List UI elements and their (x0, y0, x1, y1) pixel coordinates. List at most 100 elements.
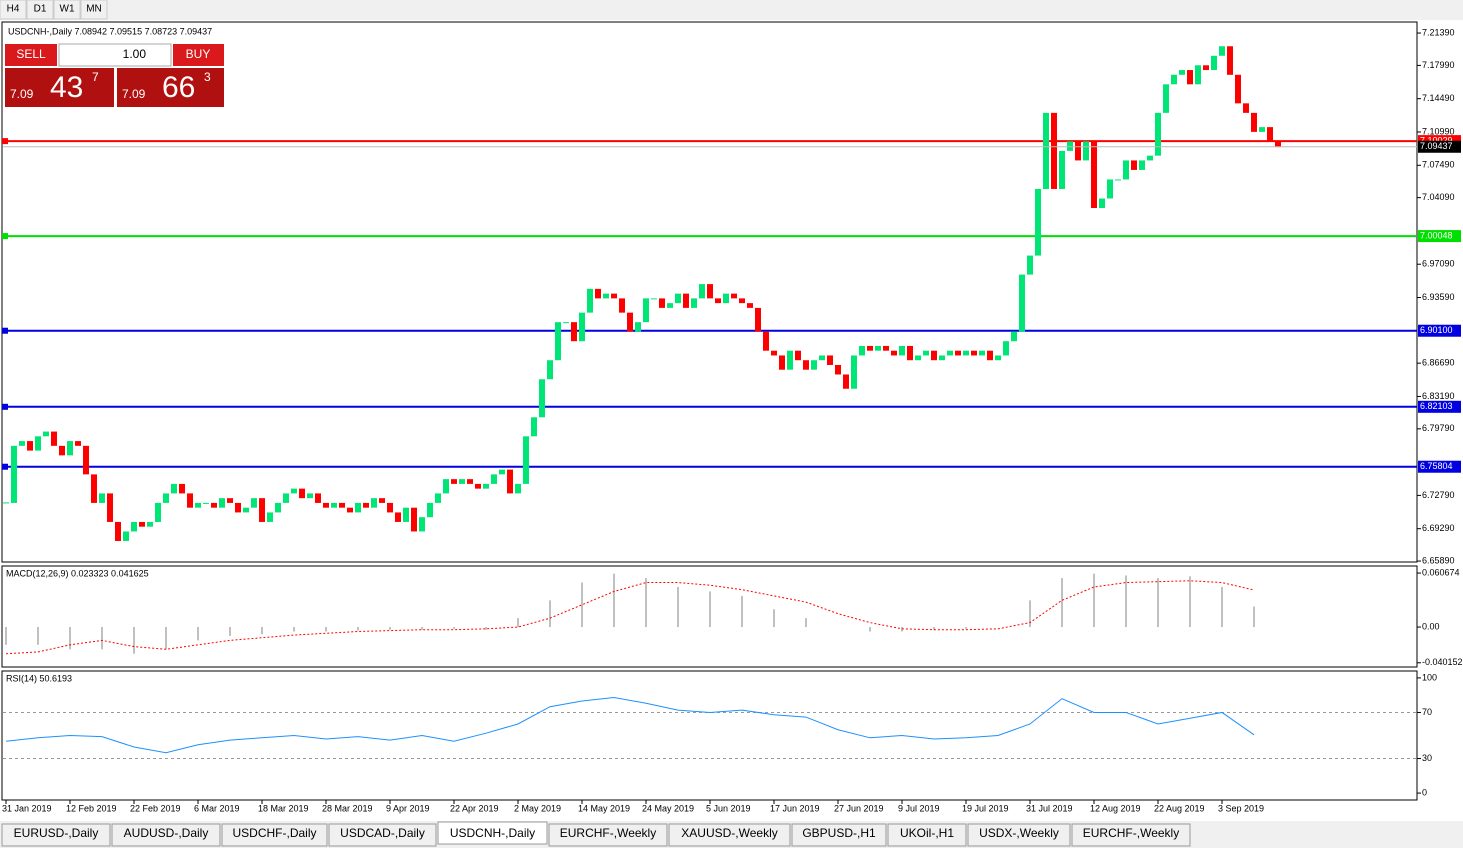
candle (419, 517, 425, 532)
rsi-pane (1, 670, 1418, 801)
candle (75, 441, 81, 446)
bid-point: 7 (92, 70, 99, 84)
candle (1083, 141, 1089, 161)
candle (259, 498, 265, 522)
candle (731, 293, 737, 299)
candle (1259, 127, 1265, 132)
level-label-box (1418, 400, 1461, 413)
bid-big: 7.09 (10, 87, 34, 101)
x-tick-label: 31 Jan 2019 (2, 803, 52, 813)
candle (747, 303, 753, 308)
timeframe-label[interactable]: H4 (7, 4, 20, 15)
symbol-tab[interactable] (221, 823, 328, 847)
candle (115, 521, 121, 541)
symbol-tab[interactable] (1071, 823, 1191, 847)
timeframe-button[interactable] (0, 0, 27, 20)
level-label: 6.90100 (1420, 325, 1453, 335)
symbol-tab-label[interactable]: USDCAD-,Daily (340, 826, 425, 840)
macd-title: MACD(12,26,9) 0.023323 0.041625 (6, 568, 149, 578)
candle (523, 436, 529, 484)
level-label: 7.10029 (1420, 135, 1453, 145)
candle (971, 350, 977, 356)
candle (635, 322, 641, 332)
candle (243, 507, 249, 513)
symbol-tab-label[interactable]: USDCHF-,Daily (233, 826, 317, 840)
symbol-tab-label[interactable]: USDCNH-,Daily (450, 826, 535, 840)
symbol-tab[interactable] (328, 823, 437, 847)
sell-button[interactable] (5, 44, 57, 66)
y-tick-label: -0.040152 (1422, 657, 1463, 667)
x-tick-label: 12 Feb 2019 (66, 803, 117, 813)
symbol-tab-label[interactable]: GBPUSD-,H1 (802, 826, 876, 840)
candle (11, 445, 17, 503)
y-tick-label: 7.07490 (1422, 160, 1455, 170)
timeframe-label[interactable]: W1 (60, 4, 75, 15)
symbol-tab[interactable] (668, 823, 791, 847)
candle (683, 293, 689, 308)
symbol-tab-label[interactable]: USDX-,Weekly (979, 826, 1059, 840)
timeframe-label[interactable]: MN (86, 4, 102, 15)
symbol-tab[interactable] (437, 821, 548, 845)
lot-input[interactable] (58, 43, 172, 67)
x-tick-label: 28 Mar 2019 (322, 803, 373, 813)
candle (371, 498, 377, 508)
candle (763, 331, 769, 351)
symbol-tab[interactable] (1, 823, 111, 847)
symbol-tab[interactable] (887, 823, 967, 847)
candle (547, 360, 553, 380)
ask-box[interactable] (117, 68, 224, 107)
timeframe-button[interactable] (26, 0, 54, 20)
level-label-box (1418, 460, 1461, 473)
bid-box[interactable] (5, 68, 114, 107)
symbol-tab[interactable] (548, 823, 668, 847)
candle (979, 350, 985, 356)
timeframe-label[interactable]: D1 (34, 4, 47, 15)
y-tick-label: 7.17990 (1422, 60, 1455, 70)
candle (1019, 274, 1025, 332)
candle (195, 502, 201, 508)
symbol-tab-label[interactable]: EURCHF-,Weekly (1083, 826, 1179, 840)
symbol-tab-label[interactable]: EURCHF-,Weekly (560, 826, 656, 840)
x-tick-label: 31 Jul 2019 (1026, 803, 1073, 813)
candle (859, 345, 865, 356)
candle (1275, 141, 1281, 148)
candle (67, 441, 73, 456)
symbol-tab[interactable] (111, 823, 221, 847)
symbol-tab-label[interactable]: AUDUSD-,Daily (124, 826, 209, 840)
sell-label[interactable]: SELL (16, 47, 46, 61)
buy-label[interactable]: BUY (186, 47, 211, 61)
candle (619, 298, 625, 313)
candle (987, 350, 993, 361)
candle (1179, 70, 1185, 75)
candle (131, 521, 137, 532)
symbol-tab-label[interactable]: UKOil-,H1 (900, 826, 954, 840)
symbol-tab[interactable] (967, 823, 1071, 847)
x-tick-label: 27 Jun 2019 (834, 803, 884, 813)
timeframe-button[interactable] (80, 0, 108, 20)
level-handle (2, 463, 8, 470)
candle (1147, 155, 1153, 161)
candle (171, 483, 177, 494)
x-tick-label: 22 Feb 2019 (130, 803, 181, 813)
candle (83, 445, 89, 475)
lot-value[interactable]: 1.00 (123, 47, 147, 61)
candle (251, 498, 257, 508)
symbol-tab[interactable] (791, 823, 887, 847)
timeframe-button[interactable] (53, 0, 81, 20)
candle (235, 502, 241, 513)
candle (363, 502, 369, 508)
candle (1219, 46, 1225, 56)
candle (427, 502, 433, 518)
x-tick-label: 22 Apr 2019 (450, 803, 499, 813)
symbol-tab-label[interactable]: XAUUSD-,Weekly (681, 826, 777, 840)
candle (531, 417, 537, 437)
y-tick-label: 7.10990 (1422, 126, 1455, 136)
candle (963, 350, 969, 356)
candle (1003, 341, 1009, 356)
candle (35, 436, 41, 451)
buy-button[interactable] (173, 44, 224, 66)
level-handle (2, 403, 8, 410)
symbol-tab-label[interactable]: EURUSD-,Daily (14, 826, 99, 840)
candle (1043, 112, 1049, 189)
candle (875, 345, 881, 351)
